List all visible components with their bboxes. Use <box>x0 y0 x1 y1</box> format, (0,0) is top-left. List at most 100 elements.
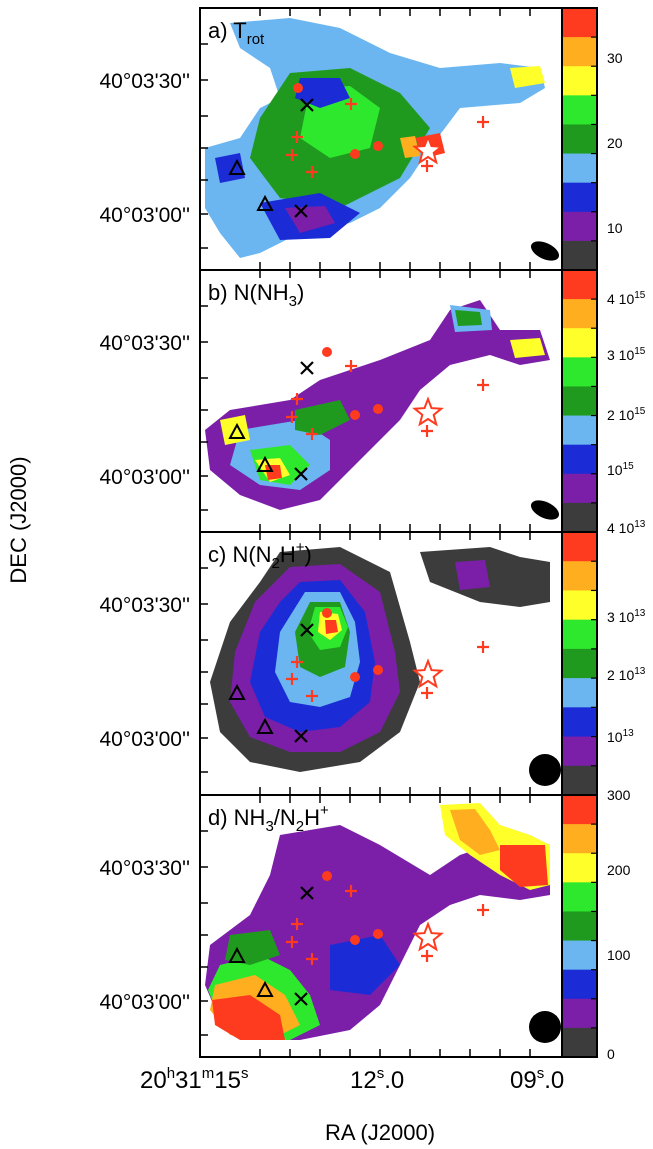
triangle-marker <box>228 422 246 439</box>
colorbar-segment <box>562 37 597 67</box>
triangle-marker <box>228 683 246 700</box>
triangle-marker <box>228 946 246 963</box>
beam-ellipse <box>530 241 560 261</box>
colorbar-frame <box>561 794 598 1058</box>
y-axis-title: DEC (J2000) <box>6 456 31 583</box>
red-dot-marker <box>350 935 360 945</box>
y-tick-label: 40°03'30'' <box>99 70 190 93</box>
panels: 40°03'30''40°03'00''a) Trot30201040°03'3… <box>99 7 646 1062</box>
red-plus-marker <box>421 425 433 437</box>
colorbar-segment <box>562 619 597 650</box>
colorbar-segment <box>562 532 597 562</box>
y-tick-label: 40°03'00'' <box>99 991 190 1014</box>
emission-region <box>212 995 285 1040</box>
red-plus-marker <box>286 936 298 948</box>
star-marker <box>412 396 444 427</box>
colorbar-label: 4 1013 <box>607 519 646 536</box>
colorbar-label: 300 <box>607 787 631 803</box>
colorbar-label: 0 <box>607 1046 615 1062</box>
y-tick-label: 40°03'00'' <box>99 204 190 227</box>
black-cross-marker <box>294 992 308 1006</box>
colorbar-segment <box>562 1027 597 1058</box>
emission-region <box>510 338 545 358</box>
red-dot-marker <box>350 149 360 159</box>
panel-title: a) Trot <box>208 18 265 48</box>
red-dot-marker <box>350 410 360 420</box>
colorbar-segment <box>562 940 597 971</box>
markers <box>228 83 489 218</box>
black-cross-marker <box>294 729 308 743</box>
red-plus-marker <box>345 98 357 110</box>
colorbar-segment <box>562 998 597 1029</box>
red-dot-marker <box>373 141 383 151</box>
red-plus-marker <box>421 950 433 962</box>
beam-circle <box>529 1011 561 1043</box>
colorbar-segment <box>562 182 597 213</box>
colorbar-segment <box>562 95 597 125</box>
red-dot-marker <box>293 83 303 93</box>
red-plus-marker <box>477 116 489 128</box>
map-area <box>200 270 562 532</box>
panel-b: 40°03'30'' 40°03'00'' b) N(NH3) 4 1015 3 101… <box>99 269 646 536</box>
map-area <box>200 795 562 1057</box>
colorbar-label: 2 1013 <box>607 666 646 683</box>
colorbar-label: 1015 <box>607 461 634 478</box>
markers <box>228 347 489 481</box>
emission-region <box>265 465 282 480</box>
star-marker <box>412 134 444 165</box>
colorbar-label: 30 <box>607 50 623 66</box>
red-plus-marker <box>291 393 303 405</box>
colorbar-segment <box>562 795 597 825</box>
y-tick-label: 40°03'00'' <box>99 728 190 751</box>
panel-c: 40°03'30'' 40°03'00'' c) N(N2H+) 3 1013 2 10… <box>99 531 646 803</box>
x-tick-label: 12s.0 <box>350 1065 404 1094</box>
y-tick-label: 40°03'30'' <box>99 332 190 355</box>
beam-ellipse <box>530 500 560 520</box>
red-plus-marker <box>291 656 303 668</box>
black-cross-marker <box>294 467 308 481</box>
x-tick-label: 09s.0 <box>510 1065 564 1094</box>
emission-region <box>295 78 350 108</box>
red-plus-marker <box>421 687 433 699</box>
colorbar-segment <box>562 648 597 679</box>
map-area <box>200 8 562 270</box>
colorbar-segment <box>562 824 597 854</box>
red-plus-marker <box>286 149 298 161</box>
red-plus-marker <box>286 411 298 423</box>
colorbar-segment <box>562 299 597 329</box>
red-dot-marker <box>373 665 383 675</box>
panel-d: 40°03'30'' 40°03'00'' d) NH3/N2H+ 200 100 0 <box>99 794 631 1062</box>
red-plus-marker <box>421 160 433 172</box>
emission-region <box>400 136 420 158</box>
colorbar-segment <box>562 473 597 504</box>
red-plus-marker <box>306 690 318 702</box>
colorbar-label: 3 1015 <box>607 346 646 363</box>
triangle-marker <box>256 194 274 211</box>
colorbar-segment <box>562 328 597 358</box>
colorbar-segment <box>562 211 597 242</box>
colorbar: 4 1015 3 1015 2 1015 1015 4 1013 <box>561 269 646 536</box>
red-dot-marker <box>322 347 332 357</box>
panel-title: b) N(NH3) <box>208 280 304 310</box>
colorbar-segment <box>562 502 597 533</box>
red-plus-marker <box>345 885 357 897</box>
star-marker <box>412 658 444 689</box>
red-plus-marker <box>306 428 318 440</box>
colorbar-segment <box>562 853 597 883</box>
black-cross-marker <box>300 98 314 112</box>
red-dot-marker <box>322 871 332 881</box>
emission-region <box>455 560 490 590</box>
colorbar-label: 10 <box>607 220 623 236</box>
colorbar-label: 200 <box>607 862 631 878</box>
triangle-marker <box>256 980 274 997</box>
emission-region <box>285 206 335 233</box>
colorbar-segment <box>562 969 597 1000</box>
red-plus-marker <box>477 904 489 916</box>
black-cross-marker <box>300 623 314 637</box>
emission-region <box>455 310 482 326</box>
red-plus-marker <box>291 131 303 143</box>
colorbar-segment <box>562 911 597 942</box>
y-tick-label: 40°03'30'' <box>99 594 190 617</box>
colorbar-segment <box>562 678 597 708</box>
